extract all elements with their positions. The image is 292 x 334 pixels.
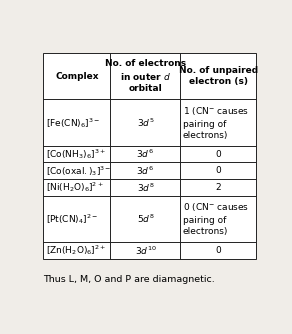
Text: $3\mathit{d}^{8}$: $3\mathit{d}^{8}$ xyxy=(137,181,154,193)
Text: 0: 0 xyxy=(215,150,221,159)
Text: $[\mathrm{Fe(CN)_6}]^{3-}$: $[\mathrm{Fe(CN)_6}]^{3-}$ xyxy=(46,116,100,130)
Text: $3\mathit{d}^{10}$: $3\mathit{d}^{10}$ xyxy=(135,244,156,257)
Text: 0: 0 xyxy=(215,166,221,175)
Text: No. of unpaired
electron (s): No. of unpaired electron (s) xyxy=(179,66,258,87)
Text: $[\mathrm{Co(NH_3)_6}]^{3+}$: $[\mathrm{Co(NH_3)_6}]^{3+}$ xyxy=(46,147,106,161)
Text: Thus L, M, O and P are diamagnetic.: Thus L, M, O and P are diamagnetic. xyxy=(43,275,215,284)
Text: No. of electrons
in outer $\mathbf{\mathit{d}}$
orbital: No. of electrons in outer $\mathbf{\math… xyxy=(105,59,186,94)
Text: $[\mathrm{Pt(CN)_4}]^{2-}$: $[\mathrm{Pt(CN)_4}]^{2-}$ xyxy=(46,212,98,226)
Text: $3\mathit{d}^{6}$: $3\mathit{d}^{6}$ xyxy=(136,165,154,177)
Text: $[\mathrm{Co(oxal.)_3}]^{3-}$: $[\mathrm{Co(oxal.)_3}]^{3-}$ xyxy=(46,164,112,178)
Bar xyxy=(43,53,256,259)
Text: 2: 2 xyxy=(215,183,221,192)
Text: $[\mathrm{Zn(H_2O)_6}]^{2+}$: $[\mathrm{Zn(H_2O)_6}]^{2+}$ xyxy=(46,243,106,257)
Text: $5\mathit{d}^{8}$: $5\mathit{d}^{8}$ xyxy=(137,213,154,225)
Text: $3\mathit{d}^{5}$: $3\mathit{d}^{5}$ xyxy=(137,117,154,129)
Text: 1 (CN$^{-}$ causes
pairing of
electrons): 1 (CN$^{-}$ causes pairing of electrons) xyxy=(183,105,249,140)
Text: $3\mathit{d}^{6}$: $3\mathit{d}^{6}$ xyxy=(136,148,154,160)
Text: $[\mathrm{Ni(H_2O)_6}]^{2+}$: $[\mathrm{Ni(H_2O)_6}]^{2+}$ xyxy=(46,180,104,194)
Text: 0: 0 xyxy=(215,246,221,255)
Text: 0 (CN$^{-}$ causes
pairing of
electrons): 0 (CN$^{-}$ causes pairing of electrons) xyxy=(183,201,249,236)
Text: Complex: Complex xyxy=(55,72,98,81)
